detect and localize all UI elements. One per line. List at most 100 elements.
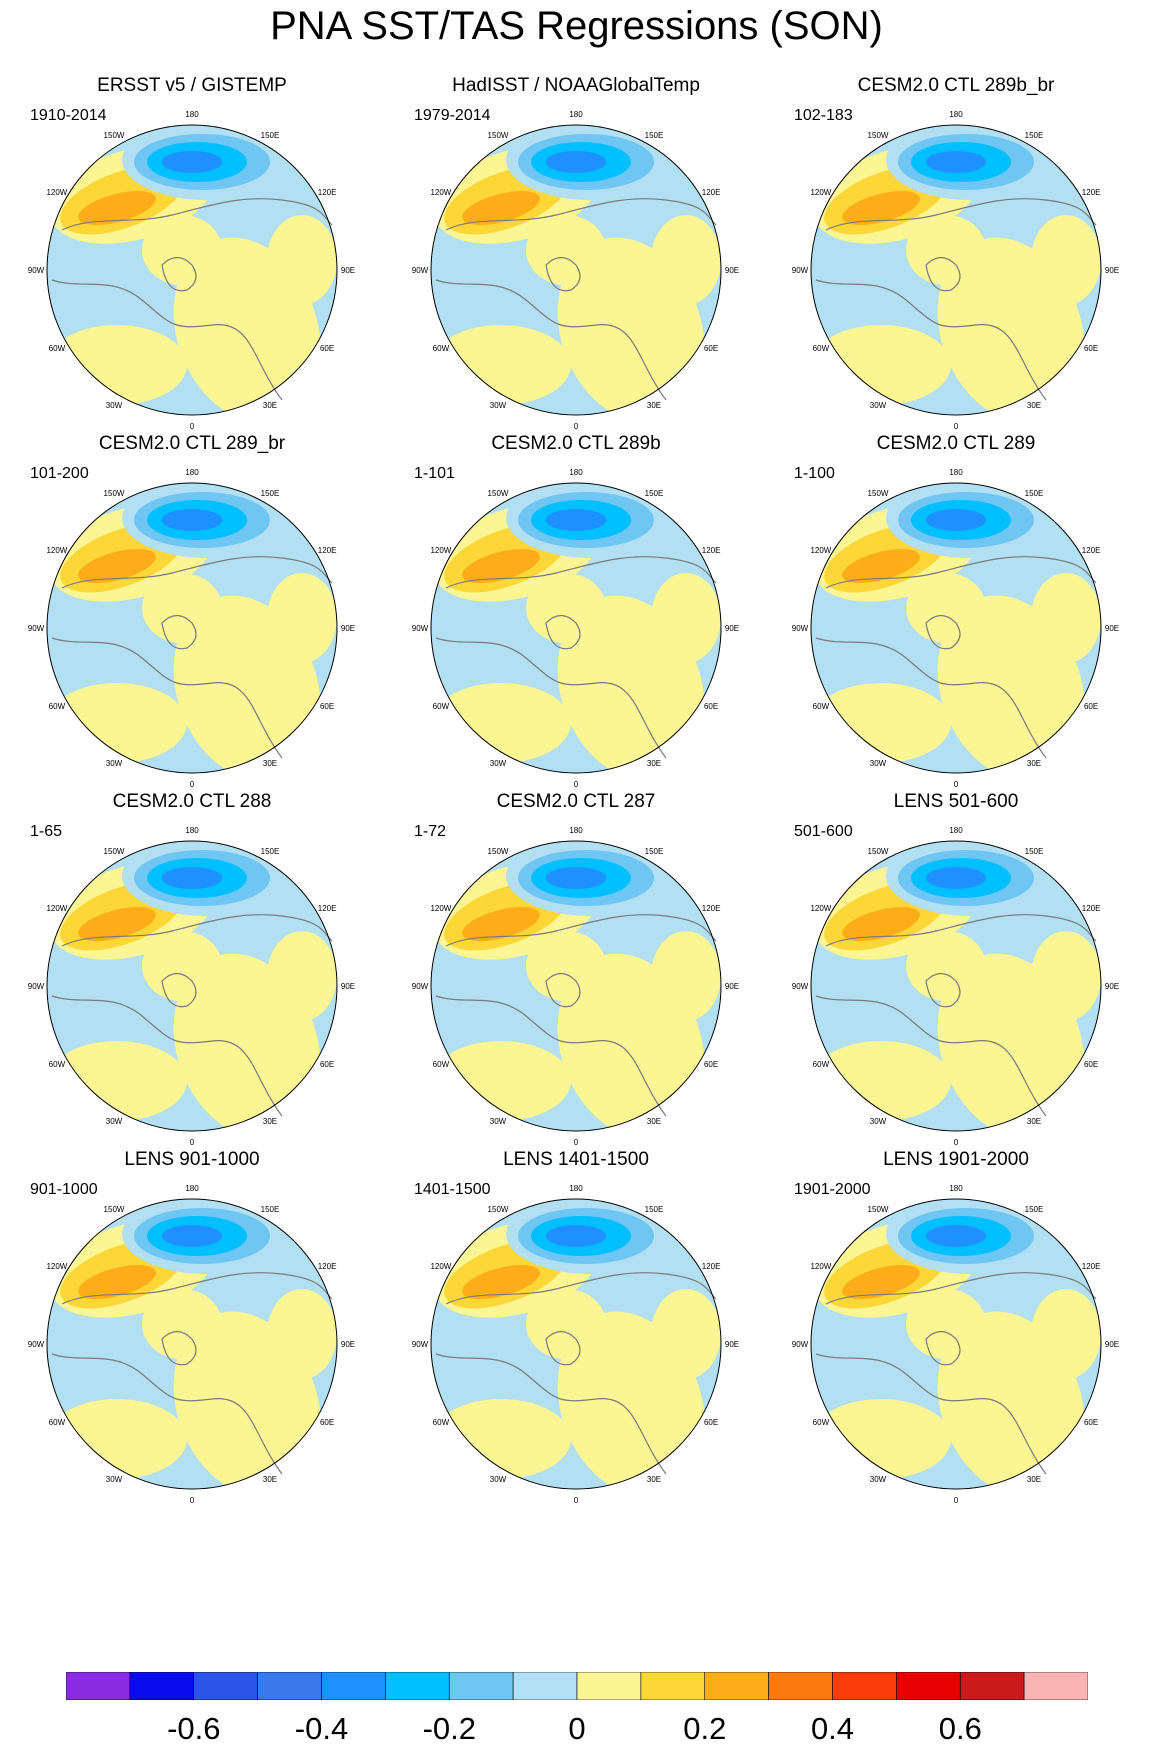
panel-title: CESM2.0 CTL 289 [876,433,1036,454]
map-border [430,1198,722,1490]
colorbar-swatch [385,1671,450,1701]
longitude-label: 150E [645,1205,664,1214]
cold-anomaly [162,1225,222,1247]
longitude-label: 60W [49,702,66,711]
longitude-label: 150E [1025,1205,1044,1214]
coastline [61,556,333,589]
colorbar-swatch [576,1671,642,1701]
colorbar-swatch [129,1671,195,1701]
longitude-label: 30E [1027,759,1041,768]
longitude-label: 120W [810,1262,831,1271]
longitude-label: 120E [702,1262,721,1271]
colorbar-tick-label: 0 [568,1711,586,1746]
longitude-label: 120E [318,546,337,555]
longitude-label: 120W [430,904,451,913]
longitude-label: 90W [412,266,429,275]
coastline [435,279,667,401]
longitude-label: 60E [320,344,334,353]
longitude-label: 60E [704,1060,718,1069]
longitude-label: 30E [647,1475,661,1484]
positive-region [1031,931,1101,1021]
longitude-label: 60E [1084,1418,1098,1427]
greenland-coast [925,1330,961,1366]
map-border [810,124,1102,416]
cold-anomaly [162,867,222,889]
longitude-label: 30W [490,1117,507,1126]
colorbar-swatch [257,1671,322,1701]
panel-title: ERSST v5 / GISTEMP [97,75,287,96]
greenland-coast [161,256,197,292]
longitude-label: 30W [870,759,887,768]
longitude-label: 30W [870,1475,887,1484]
longitude-label: 60W [49,344,66,353]
longitude-label: 180 [949,1184,963,1193]
positive-region [431,1041,571,1121]
longitude-label: 90E [725,1340,739,1349]
longitude-label: 120W [430,188,451,197]
panel-title: CESM2.0 CTL 287 [496,791,656,812]
longitude-label: 90W [28,266,45,275]
positive-region [811,325,951,405]
map-panel: CESM2.0 CTL 289b 180 150E 120E 90E 60E 30E 0 30W… [384,432,768,827]
longitude-label: 90W [28,1340,45,1349]
colorbar-swatch [448,1671,514,1701]
longitude-label: 60W [49,1060,66,1069]
longitude-label: 30E [1027,1475,1041,1484]
map-panel: LENS 901-1000 180 150E 120E 90E 60E 30E 0 30W 60W… [0,1148,384,1543]
longitude-label: 0 [954,780,959,789]
longitude-label: 0 [190,780,195,789]
longitude-label: 180 [949,826,963,835]
polar-map: 180 150E 120E 90E 60E 30E 0 30W 60W 90W 120W 150W [28,826,355,1147]
cold-anomaly [926,509,986,531]
coastline [61,914,333,947]
map-panel: CESM2.0 CTL 288 180 150E 120E 90E 60E 30E 0 30W 6… [0,790,384,1185]
longitude-label: 150W [104,489,125,498]
panel-period: 1401-1500 [414,1181,491,1198]
positive-region [651,215,721,305]
longitude-label: 150E [1025,489,1044,498]
longitude-label: 150W [104,131,125,140]
colorbar-swatch [512,1671,578,1701]
coastline [61,198,333,231]
longitude-label: 0 [190,1496,195,1505]
positive-region [47,1399,187,1479]
map-border [430,840,722,1132]
longitude-label: 60W [433,344,450,353]
longitude-label: 150W [868,1205,889,1214]
longitude-label: 90W [792,1340,809,1349]
warm-anomaly [462,190,540,226]
coastline [815,1353,1047,1475]
longitude-label: 90E [1105,624,1119,633]
panel-period: 1979-2014 [414,107,491,124]
map-border [430,482,722,774]
positive-region [47,325,187,405]
greenland-coast [161,1330,197,1366]
map-border [810,482,1102,774]
positive-region [651,1289,721,1379]
longitude-label: 60E [704,1418,718,1427]
positive-region [811,1399,951,1479]
positive-region [47,683,187,763]
longitude-label: 60W [433,1060,450,1069]
longitude-label: 90W [412,982,429,991]
longitude-label: 0 [574,1496,579,1505]
warm-anomaly [78,1264,156,1300]
longitude-label: 30W [106,401,123,410]
longitude-label: 0 [574,1138,579,1147]
panel-title: CESM2.0 CTL 289_br [98,433,286,454]
coastline [815,995,1047,1117]
greenland-coast [545,256,581,292]
longitude-label: 120E [318,1262,337,1271]
coastline [445,914,717,947]
map-border [810,1198,1102,1490]
panel-period: 501-600 [794,823,853,840]
panel-period: 1-72 [414,823,447,840]
longitude-label: 90E [725,982,739,991]
longitude-label: 0 [954,1496,959,1505]
map-panel: HadISST / NOAAGlobalTemp 180 150E 120E 90E 60… [384,74,768,469]
colorbar-swatch [704,1671,769,1701]
polar-map: 180 150E 120E 90E 60E 30E 0 30W 60W 90W 120W 150W [412,1184,739,1505]
longitude-label: 180 [185,468,199,477]
longitude-label: 30E [1027,401,1041,410]
longitude-label: 150E [645,847,664,856]
